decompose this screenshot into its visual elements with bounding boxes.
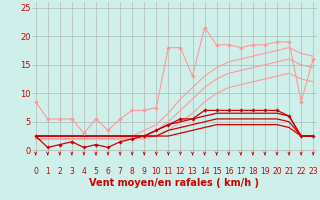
- X-axis label: Vent moyen/en rafales ( km/h ): Vent moyen/en rafales ( km/h ): [89, 178, 260, 188]
